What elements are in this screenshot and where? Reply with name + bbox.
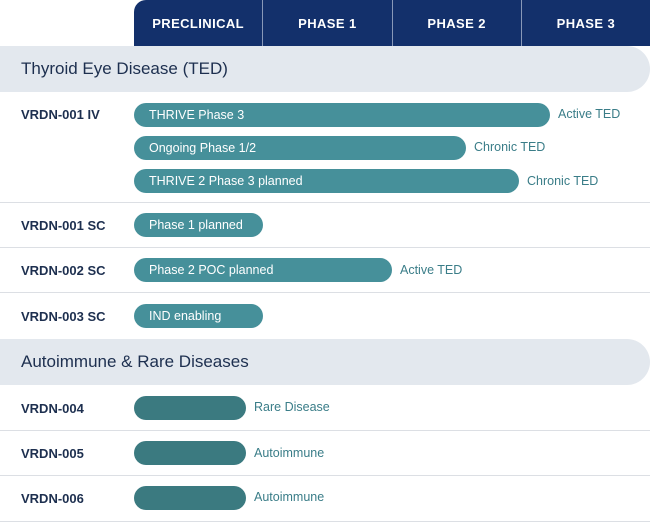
section-autoimmune: Autoimmune & Rare Diseases bbox=[0, 339, 650, 385]
product-name: VRDN-004 bbox=[21, 401, 84, 416]
phase-preclinical: PRECLINICAL bbox=[152, 15, 245, 31]
product-name: VRDN-002 SC bbox=[21, 263, 106, 278]
trial-bar bbox=[134, 486, 246, 510]
section-title: Thyroid Eye Disease (TED) bbox=[21, 59, 228, 78]
trial-bar bbox=[134, 396, 246, 420]
trial-bar: THRIVE 2 Phase 3 planned bbox=[134, 169, 519, 193]
product-name: VRDN-005 bbox=[21, 446, 84, 461]
trial-bar bbox=[134, 441, 246, 465]
indication-label: Chronic TED bbox=[527, 174, 599, 188]
product-name: VRDN-003 SC bbox=[21, 309, 106, 324]
phase-2: PHASE 2 bbox=[391, 0, 521, 46]
phase-header: PRECLINICAL PHASE 1 PHASE 2 PHASE 3 bbox=[134, 0, 650, 46]
phase-3: PHASE 3 bbox=[520, 0, 650, 46]
product-name: VRDN-001 SC bbox=[21, 218, 106, 233]
program-row-vrdn-006: VRDN-006 Autoimmune bbox=[0, 476, 650, 522]
indication-label: Autoimmune bbox=[254, 446, 325, 460]
product-name: VRDN-006 bbox=[21, 491, 84, 506]
indication-label: Active TED bbox=[400, 263, 463, 277]
program-row-vrdn-005: VRDN-005 Autoimmune bbox=[0, 431, 650, 476]
indication-label: Active TED bbox=[558, 107, 621, 121]
phase-1: PHASE 1 bbox=[262, 0, 391, 46]
program-row-vrdn-001-sc: VRDN-001 SC Phase 1 planned bbox=[0, 203, 650, 248]
program-row-vrdn-004: VRDN-004 Rare Disease bbox=[0, 385, 650, 431]
section-ted: Thyroid Eye Disease (TED) bbox=[0, 46, 650, 92]
trial-bar: Phase 2 POC planned bbox=[134, 258, 392, 282]
indication-label: Rare Disease bbox=[254, 400, 330, 414]
indication-label: Autoimmune bbox=[254, 490, 325, 504]
trial-bar: Ongoing Phase 1/2 bbox=[134, 136, 466, 160]
program-row-vrdn-002-sc: VRDN-002 SC Phase 2 POC planned Active T… bbox=[0, 248, 650, 293]
trial-bar: IND enabling bbox=[134, 304, 263, 328]
trial-bar: THRIVE Phase 3 bbox=[134, 103, 550, 127]
product-name: VRDN-001 IV bbox=[21, 107, 100, 122]
program-row-vrdn-001-iv: VRDN-001 IV THRIVE Phase 3 Active TED On… bbox=[0, 92, 650, 203]
indication-label: Chronic TED bbox=[474, 140, 546, 154]
trial-bar: Phase 1 planned bbox=[134, 213, 263, 237]
program-row-vrdn-003-sc: VRDN-003 SC IND enabling bbox=[0, 293, 650, 339]
section-title: Autoimmune & Rare Diseases bbox=[21, 352, 249, 371]
